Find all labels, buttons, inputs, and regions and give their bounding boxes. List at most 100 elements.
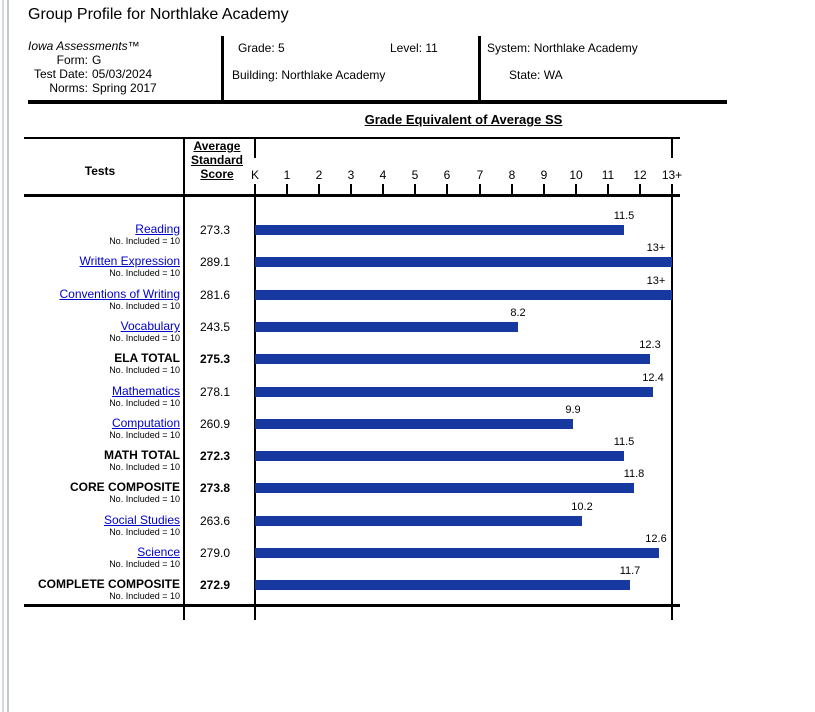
axis-tick-label: 4 bbox=[379, 168, 387, 182]
grade-equivalent-value-label: 13+ bbox=[646, 275, 666, 287]
grade-field: Grade: 5 bbox=[238, 41, 285, 55]
score-header-line-2: Standard bbox=[190, 153, 243, 167]
axis-tick-mark bbox=[286, 184, 288, 196]
chart-left-border bbox=[254, 196, 256, 620]
grade-equivalent-value-label: 11.8 bbox=[623, 468, 645, 480]
norms-value: Spring 2017 bbox=[92, 81, 157, 95]
grade-equivalent-bar bbox=[255, 322, 518, 332]
test-name: CORE COMPOSITE bbox=[69, 480, 180, 494]
grade-equivalent-bar bbox=[255, 257, 672, 267]
average-standard-score-value: 279.0 bbox=[199, 546, 231, 560]
average-standard-score-value: 273.8 bbox=[199, 481, 231, 495]
average-standard-score-value: 263.6 bbox=[199, 514, 231, 528]
table-top-rule bbox=[24, 137, 680, 139]
num-included-label: No. Included = 10 bbox=[109, 398, 180, 408]
header-divider-2 bbox=[478, 36, 481, 100]
building-label: Building: bbox=[232, 68, 279, 82]
tests-column-header: Tests bbox=[84, 164, 116, 178]
test-name-link[interactable]: Written Expression bbox=[79, 254, 180, 268]
test-name-link[interactable]: Reading bbox=[135, 222, 180, 236]
score-header-line-3: Score bbox=[200, 167, 234, 181]
test-name-link[interactable]: Science bbox=[137, 545, 180, 559]
average-standard-score-value: 272.3 bbox=[199, 449, 231, 463]
num-included-label: No. Included = 10 bbox=[109, 591, 180, 601]
grade-equivalent-bar bbox=[255, 451, 624, 461]
axis-tick-mark bbox=[254, 184, 256, 196]
product-name: Iowa Assessments™ bbox=[28, 39, 140, 53]
num-included-label: No. Included = 10 bbox=[109, 301, 180, 311]
score-header-line-1: Average bbox=[193, 139, 241, 153]
axis-tick-mark bbox=[511, 184, 513, 196]
test-name-link[interactable]: Conventions of Writing bbox=[59, 287, 180, 301]
test-date-value: 05/03/2024 bbox=[92, 67, 153, 81]
axis-tick-label: 3 bbox=[347, 168, 355, 182]
num-included-label: No. Included = 10 bbox=[109, 365, 180, 375]
grade-equivalent-bar bbox=[255, 419, 573, 429]
axis-tick-label: 9 bbox=[540, 168, 548, 182]
grade-equivalent-bar bbox=[255, 354, 650, 364]
grade-equivalent-value-label: 8.2 bbox=[510, 307, 526, 319]
table-header-rule bbox=[24, 194, 680, 197]
num-included-label: No. Included = 10 bbox=[109, 462, 180, 472]
header-underline bbox=[28, 100, 727, 104]
table-bottom-rule bbox=[24, 604, 680, 607]
level-field: Level: 11 bbox=[390, 41, 438, 55]
average-standard-score-value: 243.5 bbox=[199, 320, 231, 334]
test-name-link[interactable]: Mathematics bbox=[111, 384, 180, 398]
state-field: State: WA bbox=[509, 68, 563, 82]
axis-tick-label: 13+ bbox=[661, 168, 683, 182]
axis-tick-mark bbox=[414, 184, 416, 196]
grade-equivalent-value-label: 11.7 bbox=[619, 565, 641, 577]
num-included-label: No. Included = 10 bbox=[109, 527, 180, 537]
axis-tick-label: 1 bbox=[283, 168, 291, 182]
state-value: WA bbox=[543, 68, 563, 82]
axis-tick-label: 2 bbox=[315, 168, 323, 182]
page-title: Group Profile for Northlake Academy bbox=[28, 6, 289, 23]
average-standard-score-value: 272.9 bbox=[199, 578, 231, 592]
average-standard-score-value: 260.9 bbox=[199, 417, 231, 431]
axis-tick-label: 8 bbox=[508, 168, 516, 182]
grade-equivalent-value-label: 12.4 bbox=[642, 372, 664, 384]
page-edge-line-outer bbox=[2, 0, 4, 712]
average-standard-score-value: 289.1 bbox=[199, 255, 231, 269]
axis-tick-label: 6 bbox=[443, 168, 451, 182]
page-edge-line-inner bbox=[7, 0, 9, 712]
grade-equivalent-bar bbox=[255, 387, 653, 397]
axis-tick-mark bbox=[479, 184, 481, 196]
average-standard-score-value: 273.3 bbox=[199, 223, 231, 237]
system-label: System: bbox=[487, 41, 531, 55]
form-label: Form: bbox=[56, 53, 88, 67]
axis-tick-mark bbox=[446, 184, 448, 196]
tests-column-divider bbox=[183, 137, 185, 620]
state-label: State: bbox=[509, 68, 541, 82]
grade-equivalent-value-label: 11.5 bbox=[613, 210, 635, 222]
axis-tick-mark bbox=[318, 184, 320, 196]
grade-equivalent-value-label: 13+ bbox=[646, 242, 666, 254]
axis-tick-mark bbox=[350, 184, 352, 196]
norms-label: Norms: bbox=[49, 81, 88, 95]
axis-tick-label: 12 bbox=[633, 168, 647, 182]
grade-equivalent-value-label: 9.9 bbox=[565, 404, 581, 416]
axis-tick-mark bbox=[575, 184, 577, 196]
level-label: Level: bbox=[390, 41, 423, 55]
axis-tick-label: 5 bbox=[411, 168, 419, 182]
chart-right-border bbox=[671, 196, 673, 620]
axis-tick-mark bbox=[671, 184, 673, 196]
test-name-link[interactable]: Vocabulary bbox=[120, 319, 180, 333]
average-standard-score-value: 278.1 bbox=[199, 385, 231, 399]
grade-equivalent-bar bbox=[255, 483, 634, 493]
average-standard-score-value: 275.3 bbox=[199, 352, 231, 366]
num-included-label: No. Included = 10 bbox=[109, 236, 180, 246]
test-name: COMPLETE COMPOSITE bbox=[37, 577, 180, 591]
axis-tick-label: 10 bbox=[569, 168, 583, 182]
grade-equivalent-bar bbox=[255, 580, 630, 590]
grade-equivalent-value-label: 12.6 bbox=[645, 533, 667, 545]
test-name-link[interactable]: Computation bbox=[111, 416, 180, 430]
test-name-link[interactable]: Social Studies bbox=[103, 513, 180, 527]
axis-tick-mark bbox=[543, 184, 545, 196]
system-field: System: Northlake Academy bbox=[487, 41, 638, 55]
axis-tick-label: K bbox=[250, 168, 260, 182]
grade-label: Grade: bbox=[238, 41, 275, 55]
form-value: G bbox=[92, 53, 102, 67]
